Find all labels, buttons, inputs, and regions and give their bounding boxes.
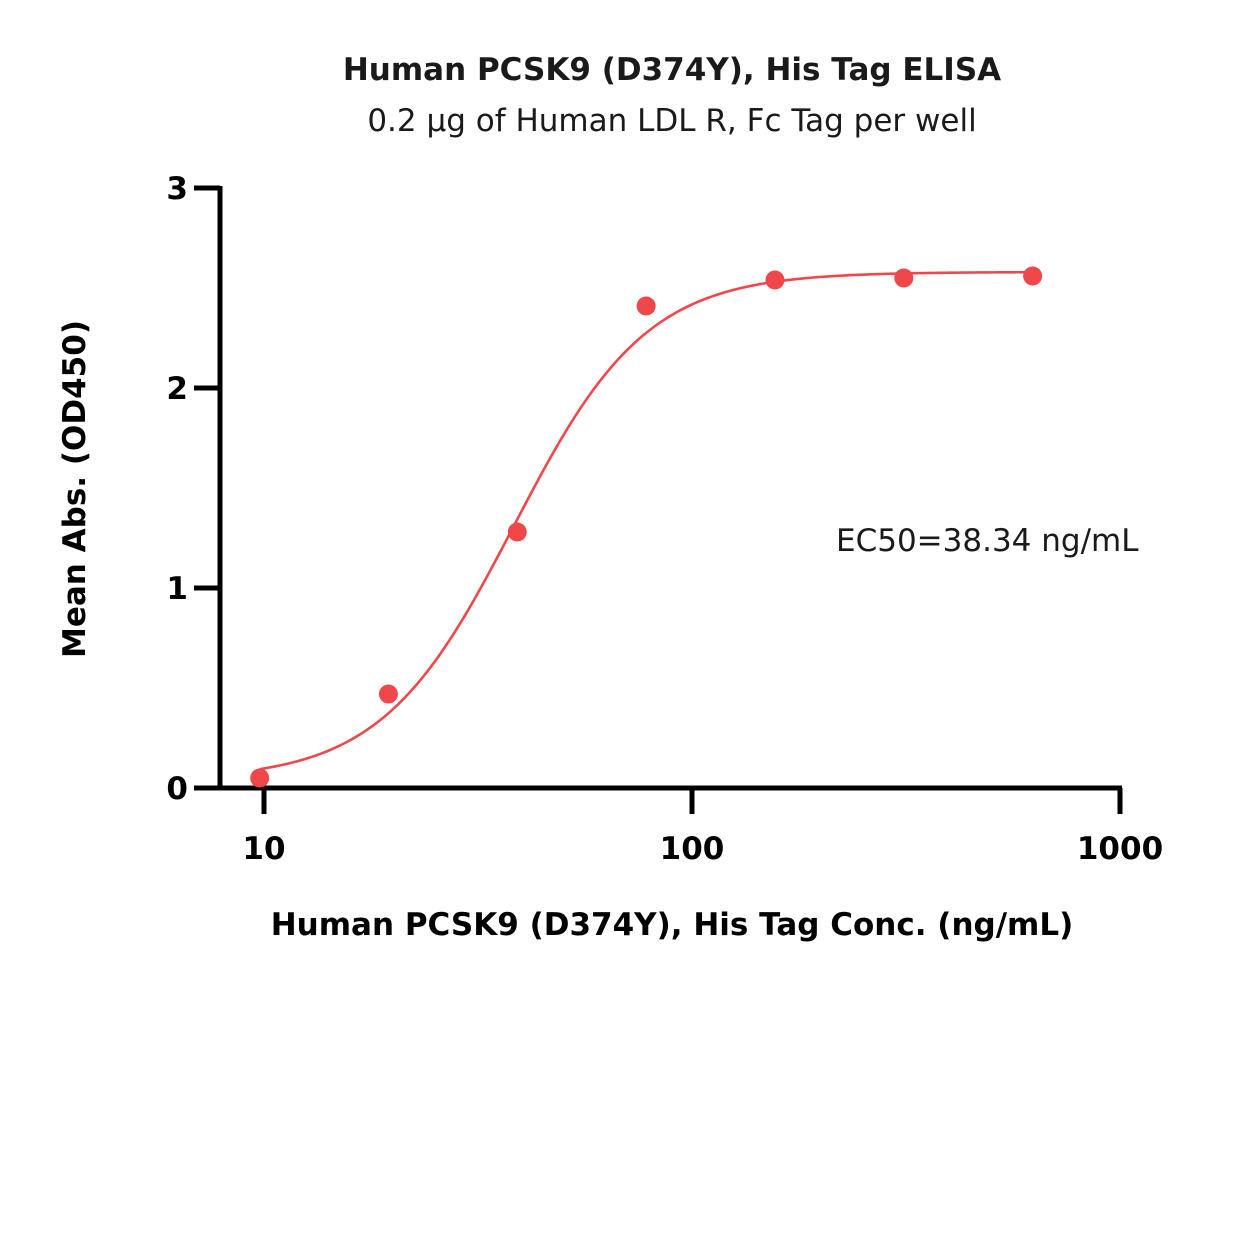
data-point — [250, 768, 270, 788]
y-tick-label: 3 — [166, 171, 188, 207]
y-axis-label: Mean Abs. (OD450) — [57, 320, 93, 658]
data-points — [250, 266, 1043, 788]
data-point — [894, 268, 914, 288]
fit-curve — [259, 270, 1033, 771]
data-point — [378, 684, 398, 704]
x-axis: 10 100 1000 — [196, 785, 1163, 867]
data-point — [636, 296, 656, 316]
x-tick-label: 1000 — [1077, 831, 1163, 867]
y-axis: 0 1 2 3 — [166, 171, 223, 807]
ec50-annotation: EC50=38.34 ng/mL — [836, 523, 1139, 559]
y-tick-label: 2 — [166, 371, 188, 407]
x-axis-label: Human PCSK9 (D374Y), His Tag Conc. (ng/m… — [271, 907, 1074, 943]
y-tick-label: 1 — [166, 571, 188, 607]
data-point — [1023, 266, 1043, 286]
chart-subtitle: 0.2 μg of Human LDL R, Fc Tag per well — [367, 103, 976, 139]
x-tick-label: 10 — [242, 831, 285, 867]
data-point — [507, 522, 527, 542]
x-tick-label: 100 — [660, 831, 725, 867]
chart-title: Human PCSK9 (D374Y), His Tag ELISA — [343, 52, 1001, 88]
y-tick-label: 0 — [166, 771, 188, 807]
data-point — [765, 270, 785, 290]
